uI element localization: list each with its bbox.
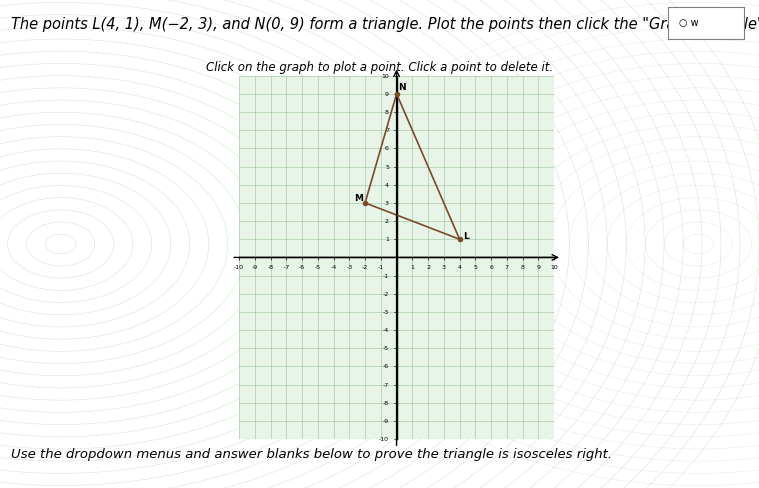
Text: Click on the graph to plot a point. Click a point to delete it.: Click on the graph to plot a point. Clic… <box>206 61 553 74</box>
Text: ○ w: ○ w <box>679 18 699 28</box>
Text: The points L(4, 1), M(−2, 3), and N(0, 9) form a triangle. Plot the points then : The points L(4, 1), M(−2, 3), and N(0, 9… <box>11 17 759 32</box>
Text: M: M <box>354 194 363 203</box>
Text: Use the dropdown menus and answer blanks below to prove the triangle is isoscele: Use the dropdown menus and answer blanks… <box>11 448 613 461</box>
Text: N: N <box>398 83 406 92</box>
Text: L: L <box>464 232 469 241</box>
